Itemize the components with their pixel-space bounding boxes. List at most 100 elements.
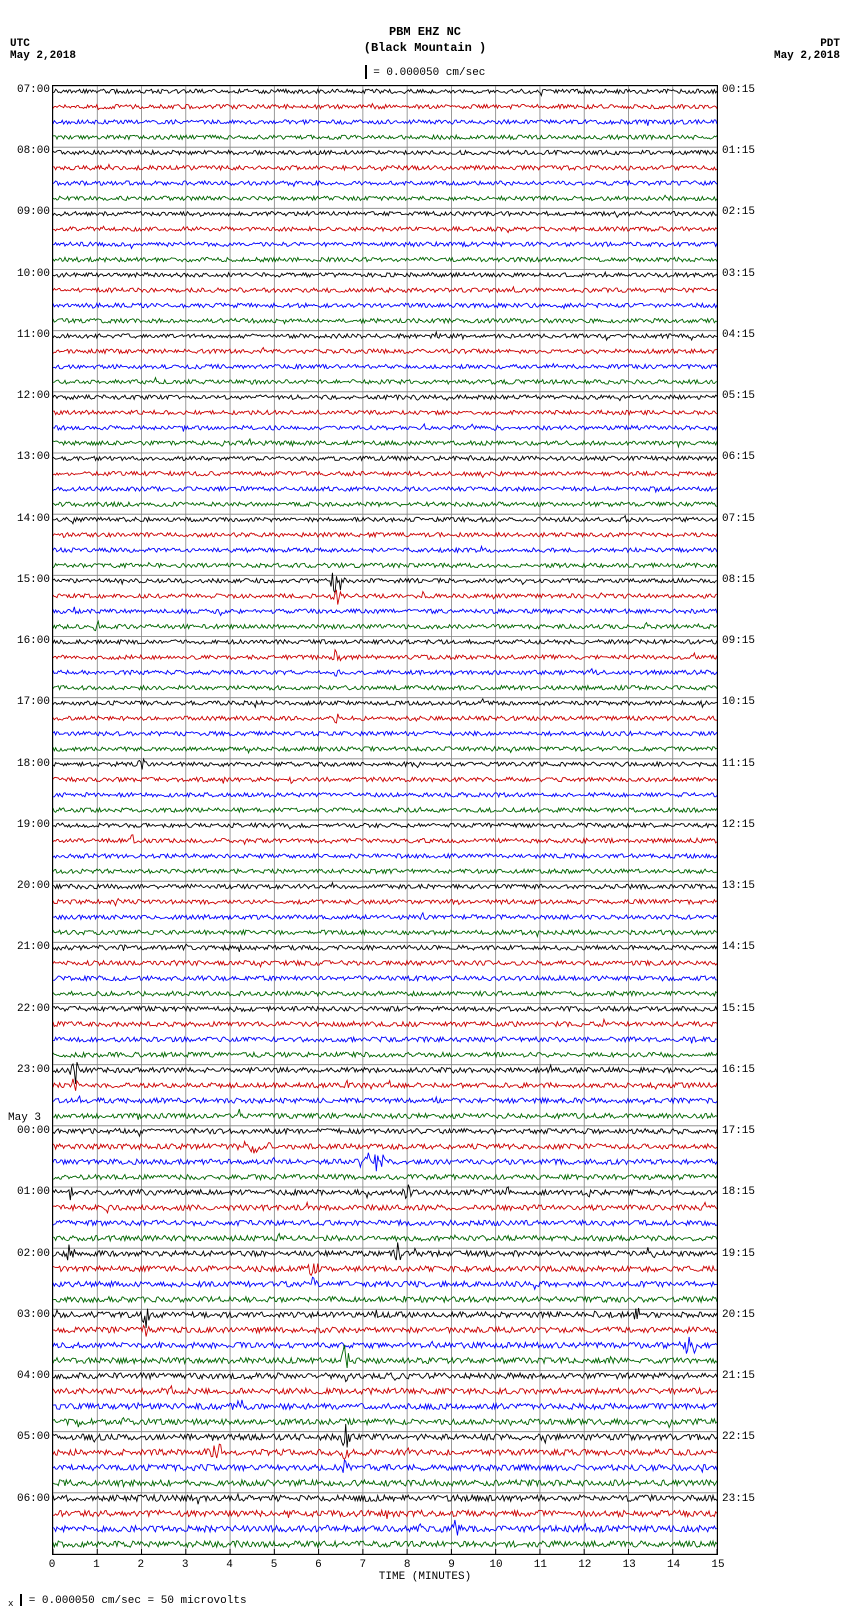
seismic-trace <box>53 1141 717 1153</box>
right-hour-label: 21:15 <box>722 1370 782 1382</box>
seismic-trace <box>53 303 717 308</box>
seismic-trace <box>53 348 717 354</box>
right-hour-label: 05:15 <box>722 390 782 402</box>
x-axis-title: TIME (MINUTES) <box>0 1571 850 1583</box>
x-tick-label: 8 <box>392 1559 422 1571</box>
right-hour-label: 20:15 <box>722 1309 782 1321</box>
seismic-trace <box>53 869 717 873</box>
left-hour-label: 14:00 <box>5 513 50 525</box>
seismic-trace <box>53 1337 717 1354</box>
left-hour-label: 21:00 <box>5 941 50 953</box>
seismic-trace <box>53 1202 717 1212</box>
seismic-trace <box>53 899 717 906</box>
left-hour-label: 22:00 <box>5 1003 50 1015</box>
x-tick-label: 7 <box>348 1559 378 1571</box>
seismic-trace <box>53 135 717 139</box>
seismic-trace <box>53 747 717 753</box>
right-hour-label: 02:15 <box>722 206 782 218</box>
seismic-trace <box>53 777 717 783</box>
left-hour-label: 00:00 <box>5 1125 50 1137</box>
left-day-break-label: May 3 <box>8 1112 58 1124</box>
left-hour-label: 02:00 <box>5 1248 50 1260</box>
right-hour-label: 07:15 <box>722 513 782 525</box>
seismic-trace <box>53 424 717 432</box>
footer-scale-text: = 0.000050 cm/sec = 50 microvolts <box>29 1595 247 1607</box>
seismic-trace <box>53 516 717 524</box>
seismic-trace <box>53 686 717 690</box>
seismic-trace <box>53 714 717 723</box>
seismic-trace <box>53 1373 717 1382</box>
seismic-trace <box>53 242 717 248</box>
seismic-trace <box>53 1424 717 1448</box>
seismic-trace <box>53 181 717 186</box>
seismic-trace <box>53 823 717 829</box>
seismic-trace <box>53 1325 717 1336</box>
seismic-trace <box>53 1277 717 1289</box>
footer-sub-x: x <box>8 1598 14 1609</box>
seismic-trace <box>53 621 717 630</box>
x-tick-label: 2 <box>126 1559 156 1571</box>
right-hour-label: 15:15 <box>722 1003 782 1015</box>
station-name: (Black Mountain ) <box>0 41 850 57</box>
seismic-trace <box>53 1520 717 1536</box>
seismic-trace <box>53 1109 717 1120</box>
right-hour-label: 16:15 <box>722 1064 782 1076</box>
seismogram-page: PBM EHZ NC (Black Mountain ) UTC May 2,2… <box>0 0 850 1613</box>
seismic-trace <box>53 1006 717 1011</box>
left-hour-label: 07:00 <box>5 84 50 96</box>
seismic-trace <box>53 1242 717 1260</box>
right-hour-label: 03:15 <box>722 268 782 280</box>
left-hour-label: 15:00 <box>5 574 50 586</box>
right-hour-label: 06:15 <box>722 451 782 463</box>
seismic-trace <box>53 104 717 110</box>
left-hour-label: 08:00 <box>5 145 50 157</box>
left-hour-label: 19:00 <box>5 819 50 831</box>
seismic-trace <box>53 793 717 797</box>
seismic-trace <box>53 1418 717 1428</box>
scale-bar-icon <box>365 65 367 79</box>
left-hour-label: 10:00 <box>5 268 50 280</box>
right-tz-date: May 2,2018 <box>774 50 840 62</box>
scale-text: = 0.000050 cm/sec <box>373 67 485 79</box>
seismic-trace <box>53 1480 717 1487</box>
right-hour-label: 12:15 <box>722 819 782 831</box>
seismic-trace <box>53 1296 717 1302</box>
right-hour-label: 14:15 <box>722 941 782 953</box>
left-timezone-block: UTC May 2,2018 <box>10 38 76 62</box>
x-tick-label: 6 <box>303 1559 333 1571</box>
seismic-trace <box>53 226 717 232</box>
seismic-trace <box>53 150 717 154</box>
right-hour-label: 01:15 <box>722 145 782 157</box>
seismic-trace <box>53 164 717 170</box>
seismic-trace <box>53 854 717 858</box>
seismic-trace <box>53 913 717 920</box>
footer-scale: x = 0.000050 cm/sec = 50 microvolts <box>8 1594 247 1609</box>
left-hour-label: 03:00 <box>5 1309 50 1321</box>
seismic-trace <box>53 364 717 369</box>
x-tick-label: 1 <box>81 1559 111 1571</box>
seismic-trace <box>53 699 717 707</box>
x-tick-label: 13 <box>614 1559 644 1571</box>
seismic-trace <box>53 395 717 401</box>
left-hour-label: 16:00 <box>5 635 50 647</box>
x-tick-label: 12 <box>570 1559 600 1571</box>
seismic-trace <box>53 1220 717 1225</box>
left-hour-label: 12:00 <box>5 390 50 402</box>
seismic-trace <box>53 257 717 261</box>
seismic-trace <box>53 1037 717 1043</box>
seismic-trace <box>53 1460 717 1473</box>
seismic-trace <box>53 563 717 568</box>
left-hour-label: 05:00 <box>5 1431 50 1443</box>
seismic-trace <box>53 287 717 293</box>
seismic-trace <box>53 991 717 996</box>
seismic-trace <box>53 120 717 126</box>
seismic-trace <box>53 1494 717 1504</box>
seismic-trace <box>53 1264 717 1276</box>
seismic-trace <box>53 1308 717 1328</box>
seismic-trace <box>53 1079 717 1091</box>
seismic-trace <box>53 378 717 384</box>
seismic-trace <box>53 1234 717 1241</box>
seismic-trace <box>53 590 717 604</box>
seismic-trace <box>53 1345 717 1368</box>
x-tick-label: 15 <box>703 1559 733 1571</box>
